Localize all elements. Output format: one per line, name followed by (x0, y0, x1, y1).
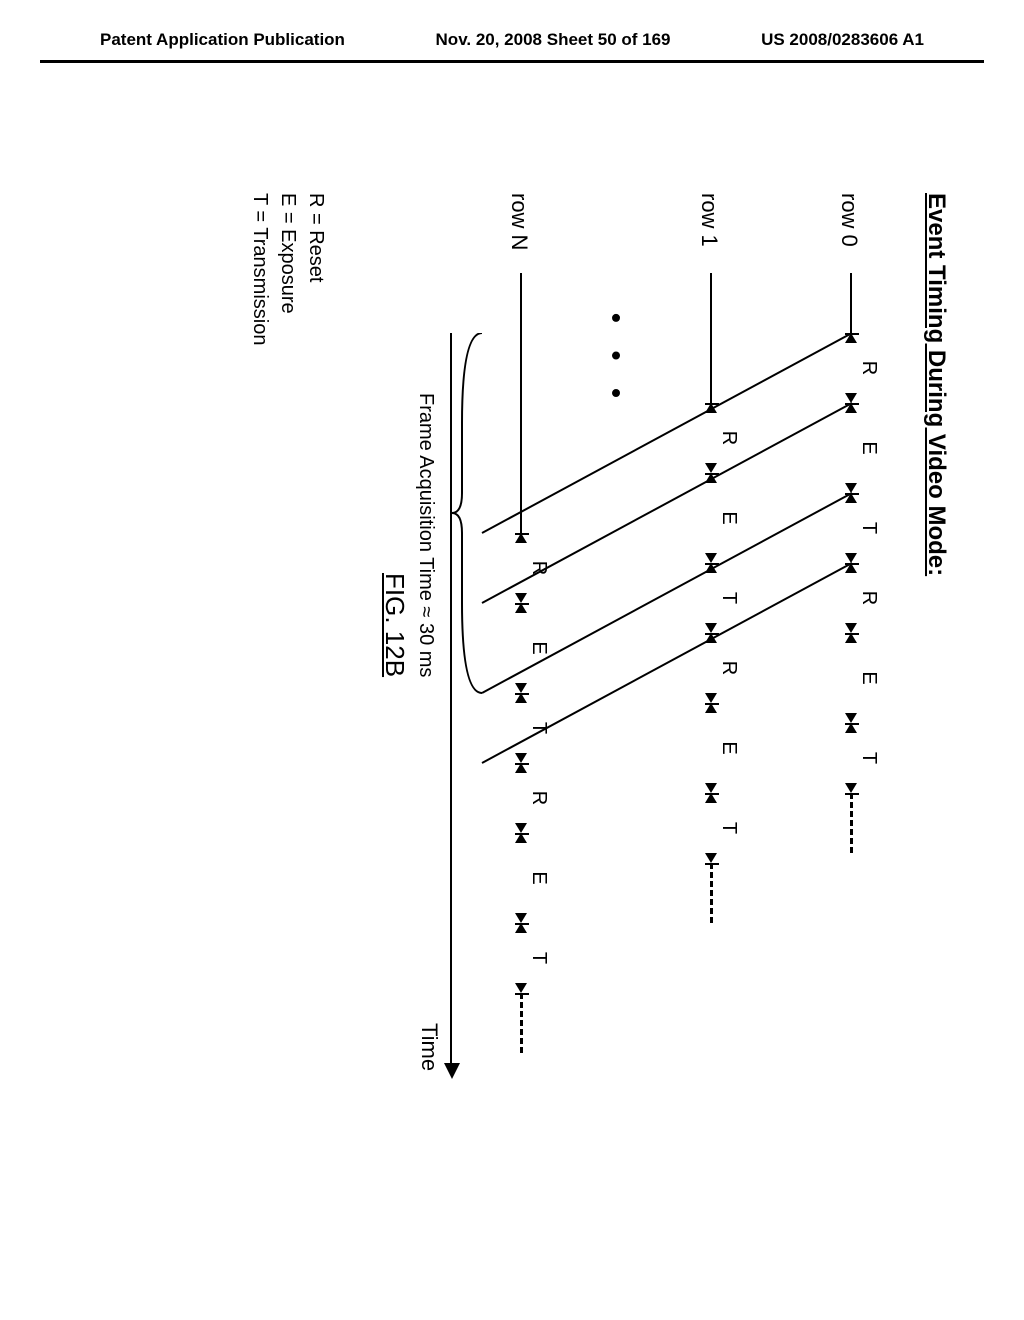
frame-acq-label: Frame Acquisition Time ≈ 30 ms (414, 393, 437, 677)
patent-header: Patent Application Publication Nov. 20, … (40, 0, 984, 63)
header-left: Patent Application Publication (100, 30, 345, 50)
time-axis-label: Time (416, 1023, 442, 1071)
time-axis-arrow-icon (444, 1063, 460, 1079)
header-center: Nov. 20, 2008 Sheet 50 of 169 (436, 30, 671, 50)
diagram-title: Event Timing During Video Mode: (922, 193, 950, 1243)
page-body: Event Timing During Video Mode: row 0 R … (0, 63, 1024, 163)
frame-brace-icon (447, 333, 487, 703)
figure-label: FIG. 12B (379, 573, 410, 677)
header-right: US 2008/0283606 A1 (761, 30, 924, 50)
rotated-figure: Event Timing During Video Mode: row 0 R … (50, 193, 950, 1243)
legend-R: R = Reset (302, 193, 330, 345)
diagonal-lines (462, 193, 892, 1093)
legend-E: E = Exposure (274, 193, 302, 345)
legend: R = Reset E = Exposure T = Transmission (246, 193, 330, 345)
legend-T: T = Transmission (246, 193, 274, 345)
timing-diagram: row 0 R E T R E T row 1 (372, 193, 892, 1093)
